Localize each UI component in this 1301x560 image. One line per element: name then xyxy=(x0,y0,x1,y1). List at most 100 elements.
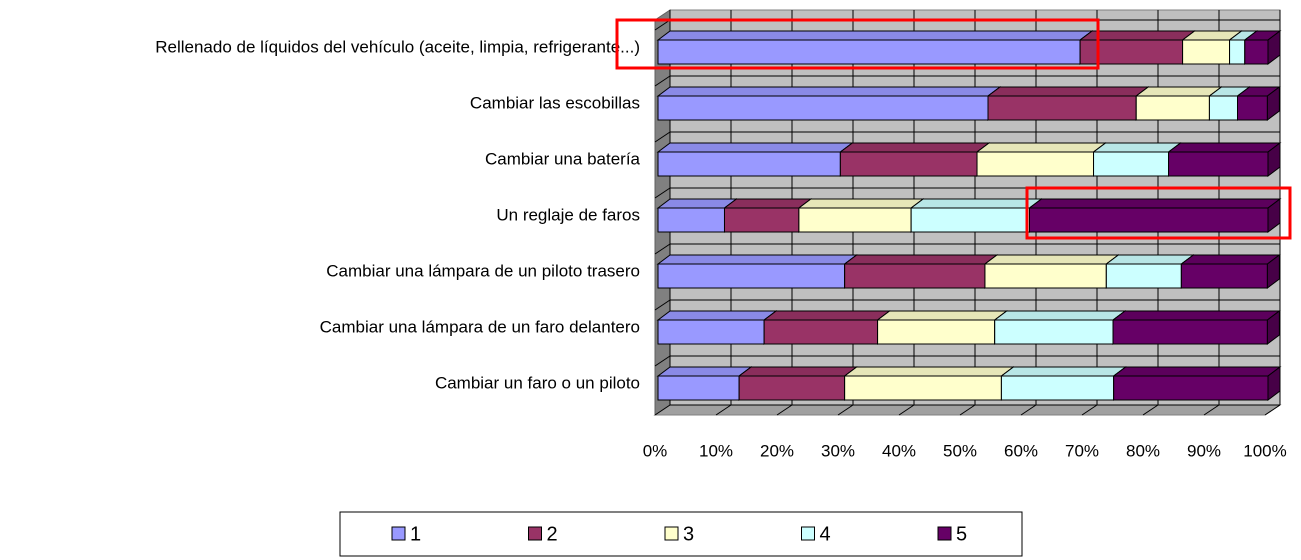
bar-top xyxy=(656,30,1094,41)
bar xyxy=(844,375,1002,401)
bar-top xyxy=(1179,254,1281,265)
legend xyxy=(339,511,1023,557)
bar xyxy=(1028,207,1269,233)
bar xyxy=(657,151,841,177)
x-tick-label: 100% xyxy=(1243,441,1286,460)
bar-side xyxy=(1267,142,1281,177)
bar xyxy=(1237,95,1268,121)
floor-line xyxy=(654,404,671,416)
x-tick-label: 40% xyxy=(882,441,916,460)
row-line xyxy=(654,19,671,31)
bar-side xyxy=(1267,30,1281,65)
x-tick-label: 30% xyxy=(821,441,855,460)
row-line xyxy=(654,243,671,255)
bar xyxy=(657,39,1081,65)
legend-swatch xyxy=(801,526,815,541)
bar-side xyxy=(1267,198,1281,233)
bar xyxy=(1112,319,1268,345)
x-tick-label: 70% xyxy=(1065,441,1099,460)
bar-top xyxy=(762,310,892,321)
bar xyxy=(657,319,765,345)
legend-label: 5 xyxy=(956,523,967,545)
x-tick-label: 0% xyxy=(643,441,668,460)
bar-top xyxy=(876,310,1009,321)
x-tick-label: 20% xyxy=(760,441,794,460)
bar xyxy=(994,319,1114,345)
floor-line xyxy=(1142,404,1159,416)
bar xyxy=(839,151,978,177)
row-line xyxy=(654,131,671,143)
legend-swatch xyxy=(937,526,952,541)
bar-top xyxy=(1092,142,1183,153)
floor-line xyxy=(1081,404,1098,416)
legend-label: 3 xyxy=(683,523,694,545)
bar-top xyxy=(1112,366,1282,377)
bar xyxy=(1244,39,1269,65)
bar-top xyxy=(1104,254,1195,265)
bar-side xyxy=(1267,366,1281,401)
bar-top xyxy=(1027,198,1282,209)
bar-top xyxy=(1167,142,1282,153)
legend-label: 4 xyxy=(820,523,831,545)
bar-top xyxy=(843,366,1015,377)
y-tick-label: Cambiar una lámpara de un faro delantero xyxy=(320,317,640,336)
bar-top xyxy=(656,310,778,321)
bar xyxy=(987,95,1137,121)
highlight-box xyxy=(615,18,1100,70)
bar xyxy=(1113,375,1269,401)
bar xyxy=(1182,39,1231,65)
bar xyxy=(723,207,800,233)
y-tick-label: Cambiar las escobillas xyxy=(470,93,640,112)
bar xyxy=(976,151,1095,177)
bar xyxy=(984,263,1107,289)
bar xyxy=(657,207,725,233)
bar-top xyxy=(656,198,738,209)
bar xyxy=(1000,375,1115,401)
bar-top xyxy=(986,86,1150,97)
legend-swatch xyxy=(528,526,542,541)
bar-top xyxy=(999,366,1128,377)
bar xyxy=(1168,151,1269,177)
y-tick-label: Cambiar una lámpara de un piloto trasero xyxy=(326,261,640,280)
bar-top xyxy=(1134,86,1223,97)
floor-line xyxy=(715,404,732,416)
y-tick-label: Un reglaje de faros xyxy=(496,205,640,224)
bar xyxy=(657,263,846,289)
floor-line xyxy=(898,404,915,416)
legend-swatch xyxy=(664,526,679,541)
legend-items: 1 2 3 4 5 xyxy=(391,523,967,545)
bar-top xyxy=(909,198,1043,209)
bar xyxy=(844,263,986,289)
bar xyxy=(1093,151,1170,177)
x-tick-label: 10% xyxy=(699,441,733,460)
bar xyxy=(738,375,846,401)
floor-line xyxy=(776,404,793,416)
x-tick-label: 60% xyxy=(1004,441,1038,460)
highlight-box xyxy=(1025,186,1292,240)
x-tick-label: 50% xyxy=(943,441,977,460)
bar xyxy=(798,207,912,233)
bars: Rellenado de líquidos del vehículo (acei… xyxy=(155,30,1282,401)
bar-top xyxy=(797,198,925,209)
bar-top xyxy=(975,142,1108,153)
bar-side xyxy=(1266,310,1280,345)
y-tick-label: Rellenado de líquidos del vehículo (acei… xyxy=(155,37,640,56)
bar xyxy=(1079,39,1184,65)
legend-label: 2 xyxy=(547,523,558,545)
bar-side xyxy=(1266,86,1280,121)
bar-top xyxy=(843,254,999,265)
y-tick-label: Cambiar una batería xyxy=(485,149,641,168)
row-line xyxy=(654,75,671,87)
bar-top xyxy=(1111,310,1281,321)
bar-top xyxy=(983,254,1120,265)
bar-top xyxy=(656,254,859,265)
x-tick-label: 80% xyxy=(1126,441,1160,460)
bar xyxy=(1208,95,1238,121)
floor-line xyxy=(1203,404,1220,416)
x-tick-label: 90% xyxy=(1187,441,1221,460)
bar-side xyxy=(1266,254,1280,289)
bar xyxy=(1105,263,1182,289)
bar xyxy=(877,319,996,345)
bar xyxy=(910,207,1030,233)
bar-top xyxy=(656,142,854,153)
